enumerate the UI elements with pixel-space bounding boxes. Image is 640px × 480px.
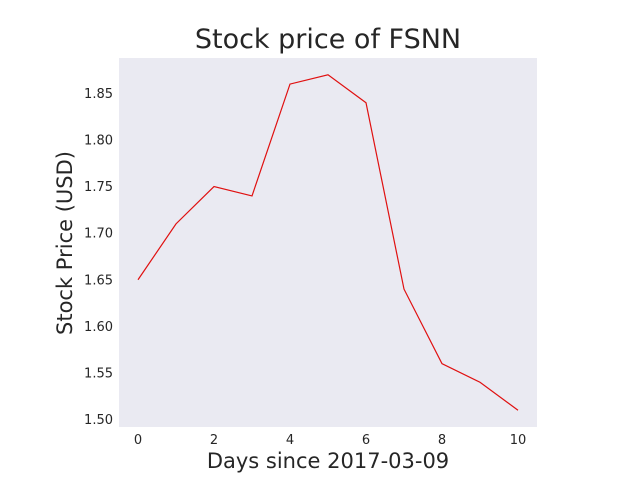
chart-title: Stock price of FSNN [195, 24, 461, 55]
y-axis-label: Stock Price (USD) [53, 151, 77, 335]
y-tick-label-7: 1.85 [84, 87, 113, 102]
y-tick-label-6: 1.80 [84, 134, 113, 149]
y-tick-label-0: 1.50 [84, 413, 113, 428]
x-tick-label-2: 4 [286, 433, 294, 448]
x-axis-label: Days since 2017-03-09 [207, 449, 449, 473]
y-tick-label-4: 1.70 [84, 227, 113, 242]
series-layer [137, 74, 519, 411]
x-tick-label-5: 10 [510, 433, 527, 448]
y-tick-label-5: 1.75 [84, 180, 113, 195]
x-tick-label-3: 6 [362, 433, 370, 448]
plot-area [119, 58, 537, 427]
x-axis-ticks: 0 2 4 6 8 10 [134, 433, 526, 448]
series-line-0 [137, 74, 519, 411]
y-tick-label-2: 1.60 [84, 320, 113, 335]
y-axis-ticks: 1.50 1.55 1.60 1.65 1.70 1.75 1.80 1.85 [84, 87, 113, 428]
x-tick-label-4: 8 [438, 433, 446, 448]
x-tick-label-1: 2 [210, 433, 218, 448]
y-tick-label-1: 1.55 [84, 366, 113, 381]
y-tick-label-3: 1.65 [84, 273, 113, 288]
x-tick-label-0: 0 [134, 433, 142, 448]
